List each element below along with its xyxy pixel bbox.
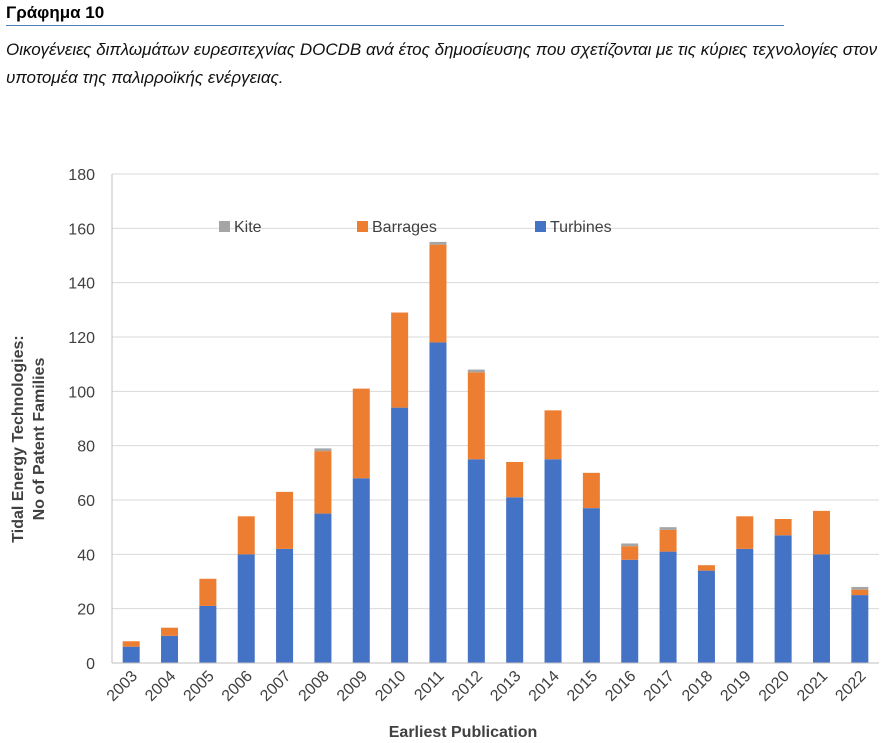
x-tick-label: 2020 — [756, 668, 793, 705]
y-tick-label: 0 — [86, 656, 95, 673]
bar-turbines-2020 — [775, 535, 792, 663]
x-tick-label: 2003 — [104, 668, 141, 705]
x-tick-label: 2018 — [679, 668, 716, 705]
bar-turbines-2007 — [276, 549, 293, 663]
bar-barrages-2018 — [698, 565, 715, 570]
x-tick-label: 2008 — [296, 668, 333, 705]
x-tick-label: 2012 — [449, 668, 486, 705]
x-tick-label: 2005 — [181, 668, 218, 705]
bar-barrages-2004 — [161, 628, 178, 636]
y-tick-label: 180 — [68, 167, 95, 184]
y-tick-labels: 0 20 40 60 80 100 120 140 160 180 — [68, 167, 95, 673]
x-tick-label: 2009 — [334, 668, 371, 705]
legend-label-turbines: Turbines — [550, 219, 612, 236]
bar-turbines-2014 — [545, 459, 562, 663]
y-tick-label: 20 — [77, 602, 95, 619]
bar-barrages-2006 — [238, 516, 255, 554]
x-tick-label: 2019 — [717, 668, 754, 705]
bar-barrages-2021 — [813, 511, 830, 554]
legend: Kite Barrages Turbines — [219, 219, 612, 236]
y-tick-label: 40 — [77, 547, 95, 564]
bar-turbines-2004 — [161, 636, 178, 663]
x-tick-label: 2016 — [602, 668, 639, 705]
bar-turbines-2015 — [583, 508, 600, 663]
legend-label-barrages: Barrages — [372, 219, 437, 236]
bar-barrages-2020 — [775, 519, 792, 535]
legend-swatch-turbines — [535, 221, 546, 232]
bar-barrages-2014 — [545, 410, 562, 459]
bar-turbines-2005 — [199, 606, 216, 663]
bar-turbines-2012 — [468, 459, 485, 663]
legend-swatch-barrages — [357, 221, 368, 232]
x-axis-title: Earliest Publication — [389, 724, 537, 741]
bar-barrages-2012 — [468, 372, 485, 459]
y-tick-label: 100 — [68, 384, 95, 401]
bars — [123, 242, 869, 663]
legend-swatch-kite — [219, 221, 230, 232]
bar-turbines-2006 — [238, 554, 255, 663]
bar-barrages-2015 — [583, 473, 600, 508]
x-tick-label: 2015 — [564, 668, 601, 705]
y-tick-label: 140 — [68, 276, 95, 293]
bar-barrages-2016 — [621, 546, 638, 560]
bar-barrages-2009 — [353, 389, 370, 479]
bar-kite-2022 — [851, 587, 868, 590]
stacked-bar-chart: 020406080100120140160180 200320042005200… — [0, 0, 895, 743]
bar-barrages-2019 — [736, 516, 753, 549]
bar-turbines-2013 — [506, 497, 523, 663]
bar-kite-2011 — [429, 242, 446, 245]
bar-turbines-2018 — [698, 571, 715, 663]
x-tick-labels: 2003200420052006200720082009201020112012… — [104, 668, 870, 705]
legend-label-kite: Kite — [234, 219, 262, 236]
bar-turbines-2009 — [353, 478, 370, 663]
y-tick-label: 80 — [77, 439, 95, 456]
bar-turbines-2011 — [429, 342, 446, 663]
bar-barrages-2005 — [199, 579, 216, 606]
y-tick-label: 120 — [68, 330, 95, 347]
x-tick-label: 2011 — [411, 668, 447, 704]
x-tick-label: 2006 — [219, 668, 256, 705]
x-tick-label: 2007 — [257, 668, 294, 705]
bar-turbines-2019 — [736, 549, 753, 663]
bar-barrages-2003 — [123, 641, 140, 646]
gridlines — [112, 174, 879, 609]
x-tick-label: 2010 — [372, 668, 409, 705]
bar-turbines-2008 — [314, 514, 331, 663]
bar-kite-2008 — [314, 448, 331, 451]
x-tick-label: 2022 — [832, 668, 869, 705]
bar-kite-2012 — [468, 370, 485, 373]
x-tick-label: 2004 — [142, 668, 179, 705]
bar-barrages-2017 — [660, 530, 677, 552]
bar-barrages-2008 — [314, 451, 331, 513]
y-tick-label: 60 — [77, 493, 95, 510]
y-axis-title-line2: No of Patent Families — [31, 358, 48, 521]
bar-barrages-2011 — [429, 245, 446, 343]
bar-turbines-2022 — [851, 595, 868, 663]
y-tick-label: 160 — [68, 221, 95, 238]
bar-barrages-2010 — [391, 313, 408, 408]
bar-turbines-2003 — [123, 647, 140, 663]
x-tick-label: 2014 — [526, 668, 563, 705]
bar-barrages-2013 — [506, 462, 523, 497]
bar-barrages-2007 — [276, 492, 293, 549]
x-tick-label: 2013 — [487, 668, 524, 705]
bar-turbines-2016 — [621, 560, 638, 663]
bar-turbines-2021 — [813, 554, 830, 663]
x-tick-label: 2021 — [794, 668, 831, 705]
bar-kite-2017 — [660, 527, 677, 530]
y-axis-title-line1: Tidal Energy Technologies: — [10, 335, 27, 542]
bar-barrages-2022 — [851, 590, 868, 595]
bar-kite-2016 — [621, 543, 638, 546]
bar-turbines-2017 — [660, 552, 677, 663]
x-tick-label: 2017 — [641, 668, 678, 705]
bar-turbines-2010 — [391, 408, 408, 663]
